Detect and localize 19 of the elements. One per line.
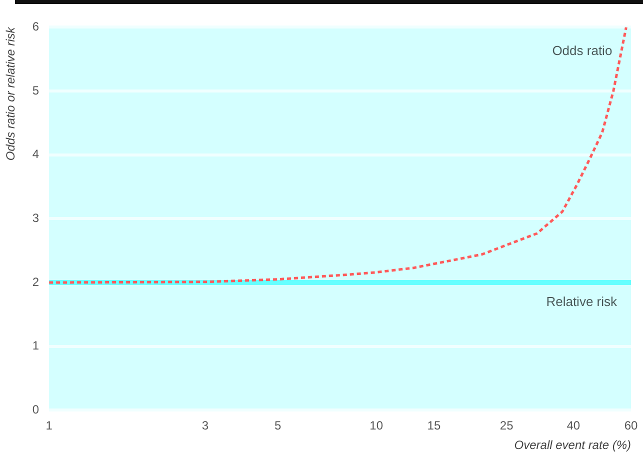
x-tick-label: 3	[202, 418, 209, 433]
y-tick-label: 2	[32, 274, 40, 289]
x-tick-label: 25	[500, 418, 514, 433]
x-axis-title: Overall event rate (%)	[514, 438, 631, 452]
x-tick-label: 60	[624, 418, 638, 433]
series-label: Odds ratio	[552, 42, 612, 58]
y-axis-title: Odds ratio or relative risk	[4, 26, 18, 161]
x-tick-label: 1	[46, 418, 53, 433]
y-tick-label: 1	[32, 338, 40, 353]
x-tick-label: 15	[427, 418, 441, 433]
x-tick-label: 5	[274, 418, 282, 433]
y-tick-label: 3	[32, 211, 40, 226]
y-tick-label: 4	[32, 147, 40, 162]
y-tick-label: 0	[32, 402, 40, 417]
x-tick-label: 40	[566, 418, 580, 433]
x-tick-label: 10	[370, 418, 384, 433]
y-tick-label: 6	[32, 20, 40, 34]
series-label: Relative risk	[546, 294, 618, 310]
y-tick-label: 5	[32, 83, 40, 98]
